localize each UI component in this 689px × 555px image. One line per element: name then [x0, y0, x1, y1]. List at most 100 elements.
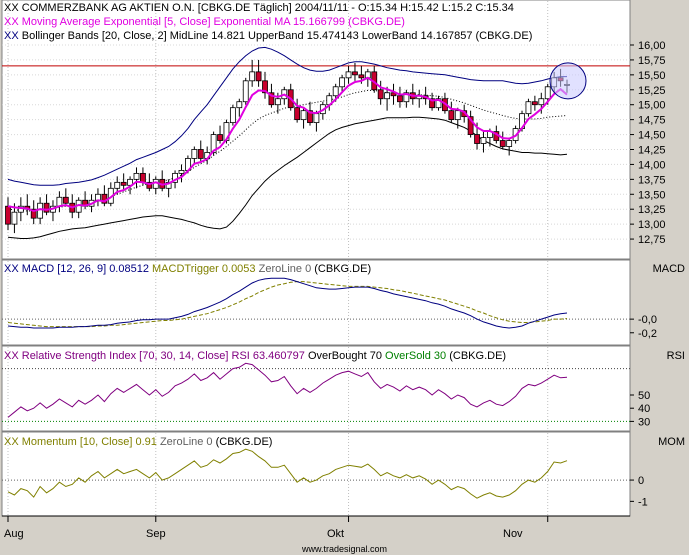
- series-prefix: XX: [4, 2, 19, 14]
- candle-body: [429, 98, 435, 109]
- momentum-value: 0.91: [135, 436, 157, 448]
- price-tick-label: 13,50: [638, 189, 666, 201]
- price-tick-label: 15,00: [638, 100, 666, 112]
- rsi-line: [7, 362, 568, 418]
- x-label-okt: Okt: [327, 528, 345, 540]
- momentum-symbol: (CBKG.DE): [215, 436, 273, 448]
- candle-body: [43, 202, 50, 213]
- rsi-tick-label: 30: [638, 416, 650, 428]
- candle-body: [146, 181, 153, 189]
- macd-trigger-line: [7, 281, 568, 328]
- candle-body: [191, 149, 198, 159]
- macd-legend[interactable]: XX MACD [12, 26, 9] 0.08512 MACDTrigger …: [4, 263, 371, 276]
- candle-body: [358, 74, 365, 79]
- rsi-value: RSI 63.460797: [231, 350, 305, 362]
- price-tick-label: 13,00: [638, 219, 666, 231]
- candle-body: [544, 86, 551, 100]
- momentum-legend[interactable]: XX Momentum [10, Close] 0.91 ZeroLine 0 …: [4, 436, 272, 449]
- price-tick-label: 14,25: [638, 144, 666, 156]
- candle-body: [339, 77, 346, 88]
- macd-value: 0.08512: [109, 263, 149, 275]
- candle-body: [531, 101, 538, 106]
- candle-body: [217, 134, 223, 141]
- x-label-aug: Aug: [4, 528, 24, 540]
- rsi-overbought-label: OverBought 70: [307, 350, 382, 362]
- candle-body: [313, 113, 320, 124]
- momentum-side-label: MOM: [658, 436, 685, 448]
- candle-body: [506, 140, 513, 147]
- panel-background: [1, 259, 631, 346]
- momentum-zero-label: ZeroLine 0: [159, 436, 213, 448]
- rsi-oversold-label: OverSold 30: [385, 350, 447, 362]
- candle-body: [480, 137, 487, 144]
- candle-body: [249, 71, 256, 82]
- price-tick-label: 14,00: [638, 159, 666, 171]
- rsi-tick-label: 50: [638, 390, 650, 402]
- x-label-nov: Nov: [503, 528, 523, 540]
- series-prefix: XX: [4, 30, 19, 42]
- candle-body: [197, 149, 204, 159]
- candle-body: [352, 71, 358, 76]
- price-tick-label: 12,75: [638, 234, 666, 246]
- rsi-tick-label: 40: [638, 403, 650, 415]
- candle-body: [210, 134, 217, 153]
- price-tick-label: 14,75: [638, 115, 666, 127]
- rsi-name: Relative Strength Index [70, 30, 14, Clo…: [21, 350, 229, 362]
- candle-body: [499, 140, 506, 147]
- price-tick-label: 13,25: [638, 204, 666, 216]
- bollinger-legend[interactable]: XX Bollinger Bands [20, Close, 2] MidLin…: [4, 30, 532, 43]
- price-tick-label: 15,25: [638, 85, 666, 97]
- candle-body: [345, 71, 352, 79]
- candle-body: [178, 169, 185, 174]
- ema-legend-text: Moving Average Exponential [5, Close] Ex…: [21, 16, 405, 28]
- momentum-line: [7, 448, 568, 499]
- candle-body: [474, 134, 480, 144]
- candle-body: [255, 71, 262, 82]
- price-tick-label: 13,75: [638, 174, 666, 186]
- candle-body: [525, 101, 532, 115]
- highlight-circle: [549, 62, 587, 100]
- momentum-name: Momentum [10, Close]: [21, 436, 133, 448]
- series-prefix: XX: [4, 16, 19, 28]
- rsi-side-label: RSI: [666, 350, 685, 362]
- ema-line: [7, 76, 568, 213]
- momentum-tick-label: 0: [638, 475, 644, 487]
- panel-background: [1, 431, 631, 517]
- candle-body: [397, 95, 403, 103]
- candle-body: [390, 92, 397, 97]
- candle-body: [5, 205, 11, 225]
- candle-body: [454, 110, 461, 121]
- price-title-text: COMMERZBANK AG AKTIEN O.N. [CBKG.DE Tägl…: [21, 2, 514, 14]
- macd-trigger-label: MACDTrigger 0.0053: [152, 263, 256, 275]
- candle-body: [262, 80, 268, 94]
- price-tick-label: 16,00: [638, 40, 666, 52]
- price-tick-label: 15,50: [638, 70, 666, 82]
- macd-tick-label: -0,2: [638, 328, 657, 340]
- rsi-symbol: (CBKG.DE): [449, 350, 507, 362]
- footer-credit: www.tradesignal.com: [301, 544, 388, 554]
- x-label-sep: Sep: [146, 528, 166, 540]
- momentum-tick-label: -1: [638, 496, 648, 508]
- macd-line: [7, 277, 568, 329]
- candle-body: [307, 110, 313, 124]
- candle-body: [294, 107, 301, 121]
- candle-body: [242, 80, 249, 103]
- candle-body: [332, 86, 339, 97]
- series-prefix: XX: [4, 263, 19, 275]
- ema-legend[interactable]: XX Moving Average Exponential [5, Close]…: [4, 16, 405, 29]
- candle-body: [300, 110, 307, 121]
- series-prefix: XX: [4, 436, 19, 448]
- candle-body: [467, 116, 474, 135]
- bollinger-legend-text: Bollinger Bands [20, Close, 2] MidLine 1…: [21, 30, 533, 42]
- candle-body: [538, 98, 545, 106]
- candle-body: [384, 92, 390, 100]
- series-prefix: XX: [4, 350, 19, 362]
- candle-body: [133, 172, 140, 180]
- candle-body: [229, 107, 236, 124]
- candle-body: [435, 98, 442, 109]
- candle-body: [274, 98, 281, 106]
- candle-body: [120, 181, 127, 186]
- macd-symbol: (CBKG.DE): [314, 263, 372, 275]
- rsi-legend[interactable]: XX Relative Strength Index [70, 30, 14, …: [4, 350, 506, 363]
